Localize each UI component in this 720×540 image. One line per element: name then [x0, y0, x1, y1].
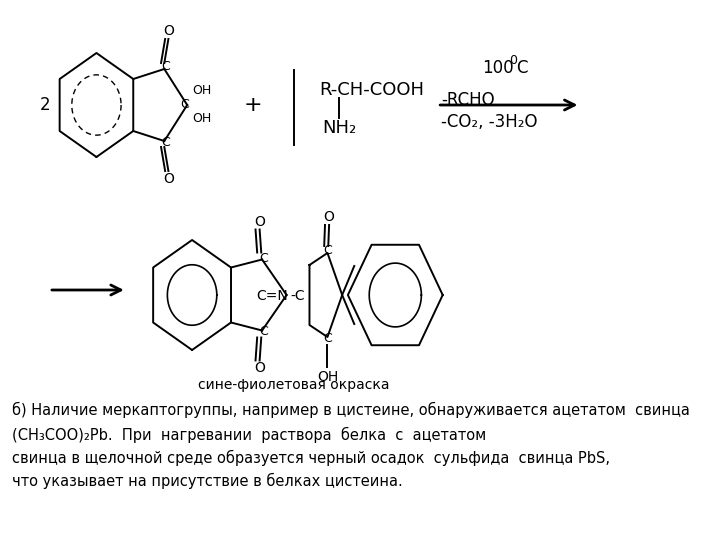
Text: C: C: [323, 332, 332, 345]
Text: OH: OH: [317, 370, 338, 384]
Text: C: C: [516, 59, 528, 77]
Text: O: O: [324, 210, 335, 224]
Text: +: +: [244, 95, 263, 115]
Text: -C: -C: [291, 289, 305, 303]
Text: -RCHO: -RCHO: [441, 91, 495, 109]
Text: что указывает на присутствие в белках цистеина.: что указывает на присутствие в белках ци…: [12, 473, 403, 489]
Text: O: O: [163, 172, 174, 186]
Text: 0: 0: [509, 53, 517, 66]
Text: OH: OH: [192, 112, 212, 125]
Text: C: C: [161, 137, 171, 150]
Text: O: O: [163, 24, 174, 38]
Text: C=N: C=N: [256, 289, 288, 303]
Text: C: C: [181, 98, 189, 111]
Text: C: C: [259, 252, 268, 265]
Text: б) Наличие меркаптогруппы, например в цистеине, обнаруживается ацетатом  свинца: б) Наличие меркаптогруппы, например в ци…: [12, 402, 690, 418]
Text: -CO₂, -3H₂O: -CO₂, -3H₂O: [441, 113, 538, 131]
Text: C: C: [323, 245, 332, 258]
Text: (CH₃COO)₂Pb.  При  нагревании  раствора  белка  с  ацетатом: (CH₃COO)₂Pb. При нагревании раствора бел…: [12, 427, 487, 443]
Text: C: C: [161, 60, 171, 73]
Text: сине-фиолетовая окраска: сине-фиолетовая окраска: [199, 378, 390, 392]
Text: O: O: [254, 361, 265, 375]
Text: NH₂: NH₂: [322, 119, 356, 137]
Text: C: C: [259, 325, 268, 338]
Text: R-CH-COOH: R-CH-COOH: [319, 81, 424, 99]
Text: OH: OH: [192, 84, 212, 98]
Text: 100: 100: [482, 59, 514, 77]
Text: 2: 2: [40, 96, 50, 114]
Text: свинца в щелочной среде образуется черный осадок  сульфида  свинца PbS,: свинца в щелочной среде образуется черны…: [12, 450, 611, 466]
Text: O: O: [254, 214, 265, 228]
